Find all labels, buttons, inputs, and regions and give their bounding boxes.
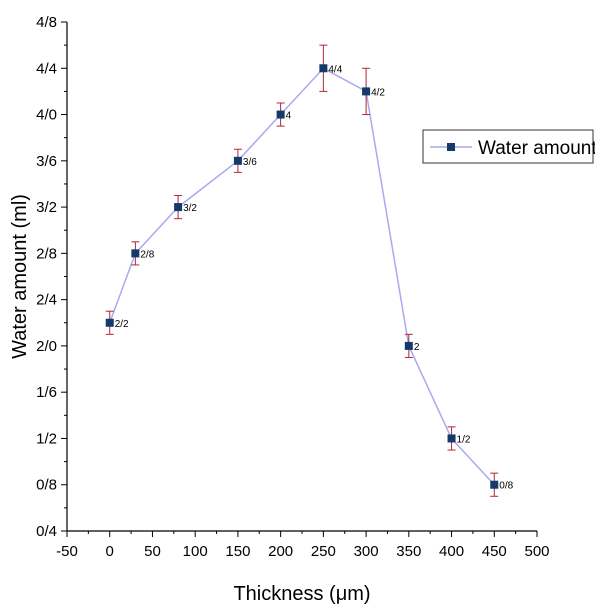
data-point xyxy=(131,249,140,258)
x-tick-label: 0 xyxy=(106,543,114,560)
y-tick-label: 4/0 xyxy=(36,107,57,124)
y-tick-label: 3/6 xyxy=(36,153,57,170)
x-tick-label: 300 xyxy=(354,543,379,560)
legend: Water amount xyxy=(422,129,595,164)
x-ticks: -50 0 50 100 150 200 250 300 350 400 450 500 xyxy=(56,531,550,560)
y-tick-label: 2/8 xyxy=(36,245,57,262)
y-tick-label: 0/8 xyxy=(36,477,57,494)
x-axis-title: Thickness (μm) xyxy=(233,583,370,605)
data-point xyxy=(404,341,413,350)
y-tick-label: 2/0 xyxy=(36,338,57,355)
data-point xyxy=(233,156,242,165)
series: 2/2 2/8 3/2 3/6 4 4/4 4/2 2 1/2 0/8 xyxy=(105,44,514,497)
legend-label: Water amount xyxy=(478,138,595,159)
y-tick-label: 1/2 xyxy=(36,430,57,447)
data-label: 0/8 xyxy=(499,481,513,492)
y-tick-label: 3/2 xyxy=(36,199,57,216)
x-tick-label: 400 xyxy=(439,543,464,560)
data-label: 4/2 xyxy=(371,87,385,98)
data-label: 1/2 xyxy=(457,434,471,445)
x-tick-label: 500 xyxy=(524,543,549,560)
data-point xyxy=(319,64,328,73)
data-point xyxy=(362,87,371,96)
data-point xyxy=(276,110,285,119)
data-point xyxy=(174,203,183,212)
x-tick-label: -50 xyxy=(56,543,78,560)
y-tick-label: 0/4 xyxy=(36,523,57,540)
x-tick-label: 200 xyxy=(268,543,293,560)
x-tick-label: 150 xyxy=(225,543,250,560)
data-label: 4/4 xyxy=(328,64,342,75)
x-tick-label: 50 xyxy=(144,543,161,560)
series-line xyxy=(108,67,495,486)
data-label: 2/8 xyxy=(140,249,154,260)
y-tick-label: 1/6 xyxy=(36,384,57,401)
data-point xyxy=(447,434,456,443)
data-label: 2/2 xyxy=(115,319,129,330)
y-tick-label: 4/4 xyxy=(36,60,57,77)
y-axis-title: Water amount (ml) xyxy=(9,194,31,359)
data-point xyxy=(490,480,499,489)
x-tick-label: 350 xyxy=(396,543,421,560)
y-tick-label: 4/8 xyxy=(36,14,57,31)
data-label: 3/2 xyxy=(183,203,197,214)
data-label: 4 xyxy=(286,111,292,122)
data-point xyxy=(105,318,114,327)
y-ticks: 0/4 0/8 1/2 1/6 2/0 2/4 2/8 3/2 3/6 4/0 4/4 4/8 xyxy=(36,14,67,540)
x-tick-label: 450 xyxy=(482,543,507,560)
data-label: 2 xyxy=(414,342,420,353)
x-tick-label: 100 xyxy=(183,543,208,560)
x-tick-label: 250 xyxy=(311,543,336,560)
data-label: 3/6 xyxy=(243,157,257,168)
y-tick-label: 2/4 xyxy=(36,292,57,309)
legend-marker xyxy=(447,143,455,151)
